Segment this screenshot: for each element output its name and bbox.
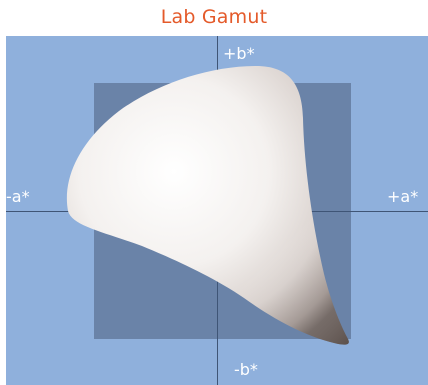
plus-a-label: +a* bbox=[387, 187, 419, 206]
minus-b-label: -b* bbox=[234, 360, 258, 379]
minus-a-label: -a* bbox=[6, 187, 30, 206]
lab-gamut-plot: +b* -b* -a* +a* bbox=[6, 36, 428, 385]
gamut-solid bbox=[66, 66, 349, 345]
gamut-shading bbox=[66, 66, 349, 345]
plus-b-label: +b* bbox=[223, 44, 255, 63]
diagram-title: Lab Gamut bbox=[160, 6, 268, 28]
